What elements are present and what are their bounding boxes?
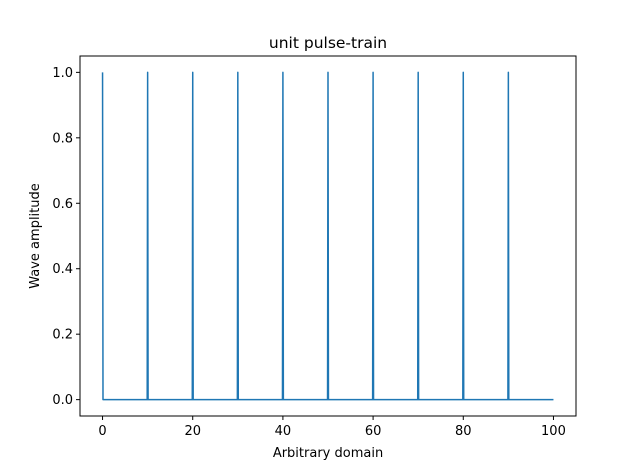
y-tick-label: 0.8 xyxy=(52,131,73,146)
x-tick-label: 40 xyxy=(275,424,292,439)
x-tick-label: 20 xyxy=(184,424,201,439)
x-tick-label: 0 xyxy=(98,424,106,439)
plot-area xyxy=(101,71,554,401)
series-line xyxy=(101,71,554,401)
y-tick-label: 0.4 xyxy=(52,262,73,277)
y-tick-label: 0.0 xyxy=(52,393,73,408)
y-tick-label: 0.2 xyxy=(52,328,73,343)
x-tick-label: 60 xyxy=(365,424,382,439)
x-axis-ticks: 0 20 40 60 80 100 xyxy=(98,416,566,439)
chart-title: unit pulse-train xyxy=(269,34,387,52)
x-tick-label: 80 xyxy=(455,424,472,439)
axes-frame xyxy=(79,55,577,417)
x-tick-label: 100 xyxy=(541,424,566,439)
y-tick-label: 0.6 xyxy=(52,197,73,212)
y-axis-ticks: 0.0 0.2 0.4 0.6 0.8 1.0 xyxy=(52,66,80,408)
x-axis-label: Arbitrary domain xyxy=(273,446,383,461)
y-axis-label: Wave amplitude xyxy=(28,183,43,289)
y-tick-label: 1.0 xyxy=(52,66,73,81)
